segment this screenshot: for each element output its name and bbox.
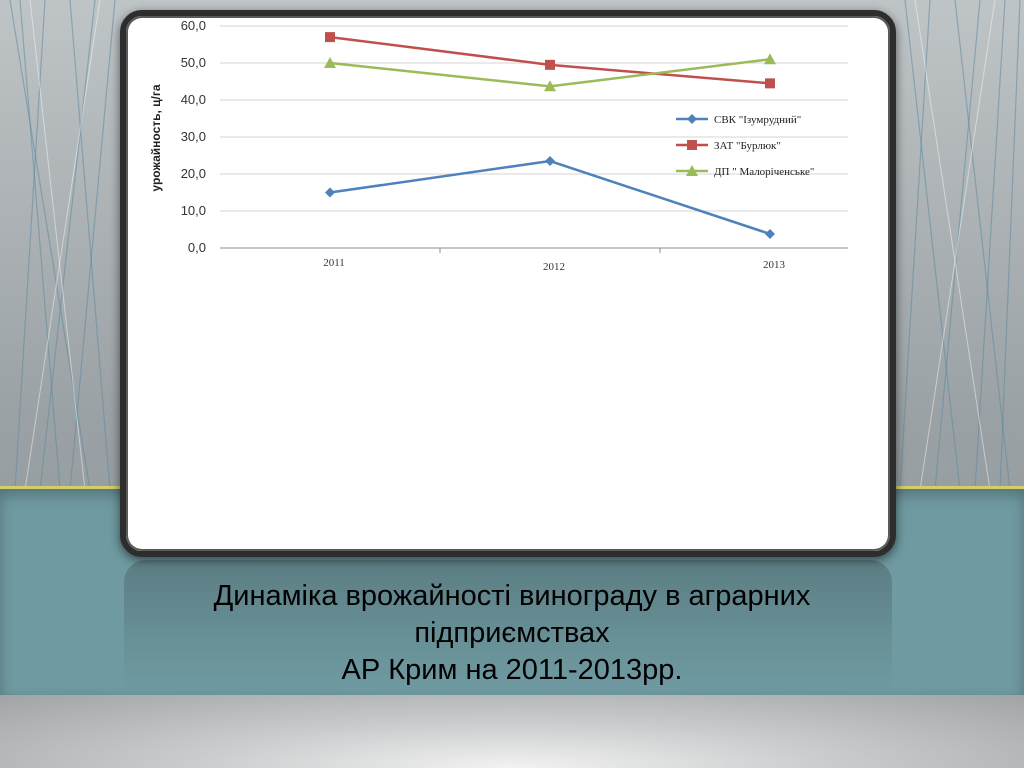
frame-reflection <box>124 560 892 690</box>
y-tick-label: 60,0 <box>181 18 206 33</box>
legend-marker <box>687 140 697 150</box>
data-point <box>544 80 556 92</box>
x-tick-label: 2013 <box>763 259 786 271</box>
background-lines <box>9 0 1021 490</box>
legend-item-3: ДП " Малоріченське" <box>676 165 814 178</box>
y-tick-label: 40,0 <box>181 92 206 107</box>
x-tick-label: 2011 <box>323 257 345 269</box>
x-tick-label: 2012 <box>543 261 565 273</box>
bottom-gradient <box>0 695 1024 768</box>
x-axis-ticks: 2011 2012 2013 <box>323 257 785 273</box>
legend-item-2: ЗАТ "Бурлюк" <box>676 140 781 152</box>
line-chart: 0,0 10,0 20,0 30,0 40,0 50,0 60,0 2011 2012 2013… <box>149 18 848 273</box>
chart-frame <box>120 10 896 557</box>
data-point <box>765 78 775 89</box>
chart-legend: СВК "Ізумрудний" ЗАТ "Бурлюк" ДП " Малоріч… <box>676 114 814 178</box>
caption-line-1: Динаміка врожайності винограду в аграрни… <box>213 580 811 612</box>
y-tick-label: 30,0 <box>181 129 206 144</box>
slide-caption: Динаміка врожайності винограду в аграрни… <box>112 578 912 689</box>
data-point <box>764 53 776 65</box>
series-3 <box>324 53 776 92</box>
data-point <box>545 59 555 70</box>
y-tick-label: 20,0 <box>181 166 206 181</box>
legend-label: СВК "Ізумрудний" <box>714 114 801 126</box>
series-2 <box>325 32 775 89</box>
data-point <box>765 228 775 239</box>
chart-series <box>324 32 776 239</box>
data-point <box>545 156 555 167</box>
y-tick-label: 0,0 <box>188 240 206 255</box>
y-tick-label: 10,0 <box>181 203 206 218</box>
y-axis-ticks: 0,0 10,0 20,0 30,0 40,0 50,0 60,0 <box>181 18 206 255</box>
data-point <box>325 32 335 43</box>
y-tick-label: 50,0 <box>181 55 206 70</box>
y-axis-label: урожайность, ц/га <box>149 84 163 191</box>
legend-label: ДП " Малоріченське" <box>714 166 814 178</box>
caption-line-3: АР Крим на 2011-2013рр. <box>341 654 683 686</box>
caption-line-2: підприємствах <box>414 617 610 649</box>
legend-marker <box>687 114 697 124</box>
series-1 <box>325 156 775 239</box>
data-point <box>324 57 336 68</box>
legend-item-1: СВК "Ізумрудний" <box>676 114 801 126</box>
data-point <box>325 187 335 198</box>
legend-marker <box>686 165 698 176</box>
legend-label: ЗАТ "Бурлюк" <box>714 140 781 152</box>
